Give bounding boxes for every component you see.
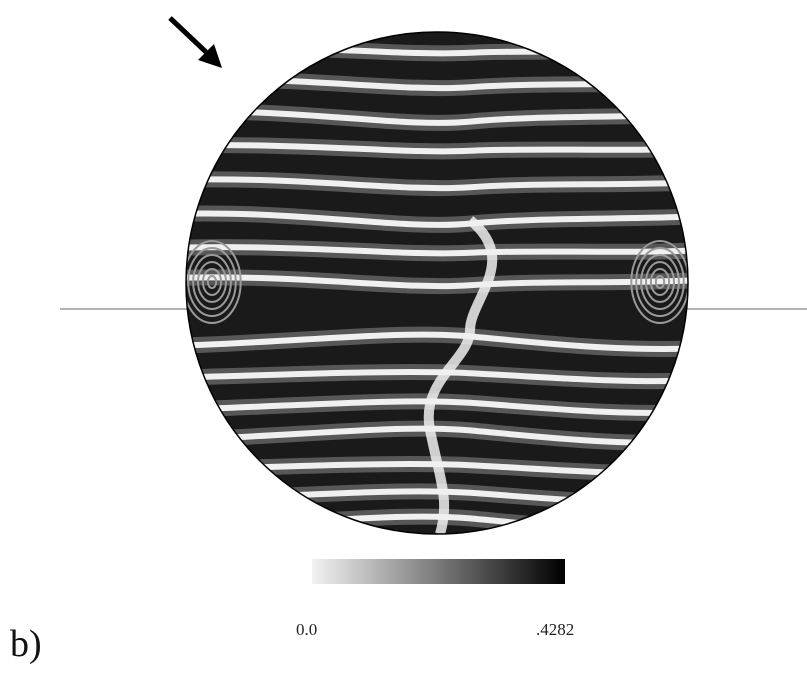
fringe-line: [186, 142, 688, 155]
fringe-line: [186, 425, 688, 446]
fringe-line: [186, 369, 688, 385]
colorbar: [312, 559, 565, 584]
ring: [187, 247, 237, 317]
ring: [630, 240, 688, 324]
ring: [635, 247, 685, 317]
colorbar-min-label: 0.0: [296, 620, 318, 639]
central-fringe: [423, 216, 498, 534]
ring: [186, 240, 242, 324]
ring: [197, 261, 227, 303]
colorbar-max-label: .4282: [536, 620, 575, 639]
ring: [640, 254, 680, 310]
fringe-line: [186, 176, 688, 192]
ring: [192, 254, 232, 310]
fringe-line: [186, 108, 688, 126]
ring: [654, 275, 666, 289]
fringe-line: [186, 244, 688, 257]
ring: [649, 268, 671, 296]
ring: [201, 268, 223, 296]
disk-outline: [185, 31, 689, 535]
panel-label: b): [10, 623, 42, 665]
ring-patterns: [186, 240, 688, 324]
fringe-disk: [186, 32, 688, 534]
pointer-arrow-icon: [168, 16, 222, 68]
fringe-line: [186, 398, 688, 417]
fringe-line: [186, 274, 688, 290]
ring: [645, 261, 675, 303]
ring: [206, 275, 218, 289]
